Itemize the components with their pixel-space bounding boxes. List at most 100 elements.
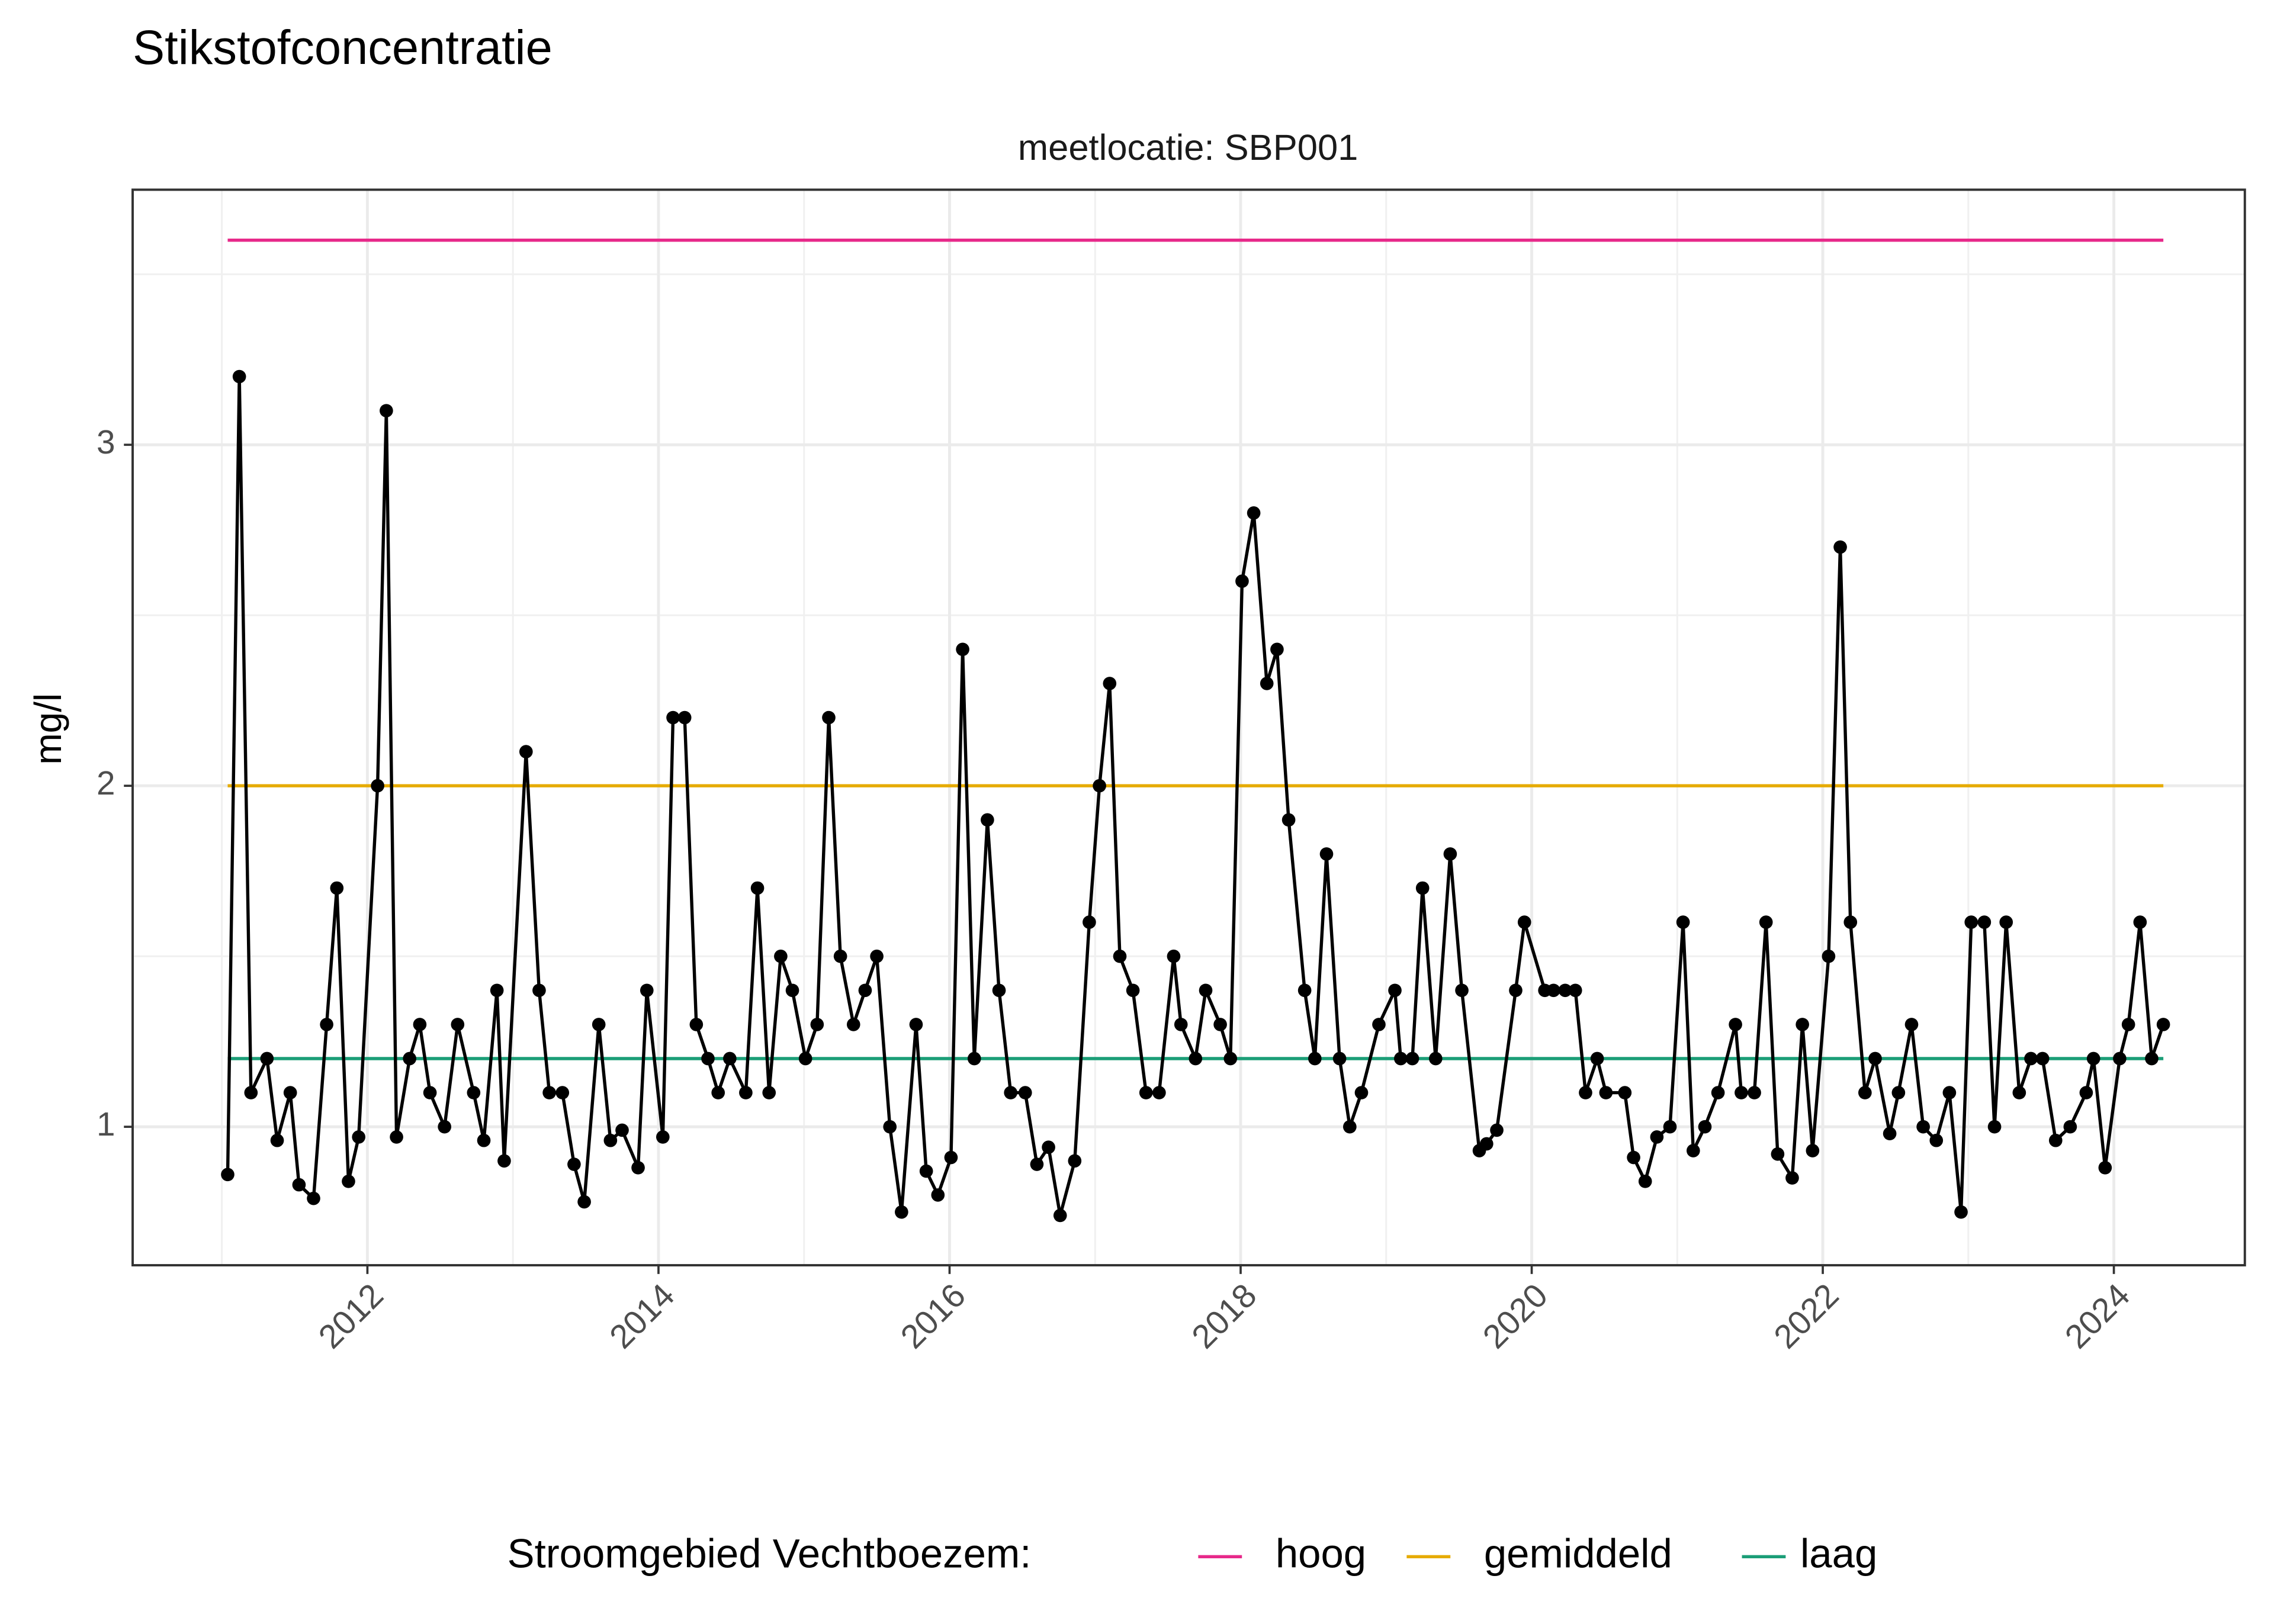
measurement-point: [1113, 949, 1127, 963]
measurement-point: [1977, 915, 1992, 929]
measurement-point: [1455, 983, 1469, 998]
measurement-point: [1199, 983, 1213, 998]
measurement-point: [1904, 1018, 1919, 1031]
measurement-point: [895, 1205, 908, 1219]
measurement-point: [1260, 677, 1274, 690]
chart-title: Stikstofconcentratie: [133, 21, 553, 75]
x-tick-label: 2014: [602, 1276, 682, 1356]
measurement-point: [1332, 1051, 1347, 1066]
x-tick-label: 2024: [2058, 1276, 2137, 1356]
measurement-point: [2048, 1133, 2063, 1147]
measurement-point: [567, 1157, 581, 1171]
legend-label: gemiddeld: [1484, 1531, 1672, 1577]
measurement-point: [1806, 1144, 1820, 1157]
measurement-point: [1139, 1086, 1153, 1099]
measurement-point: [1042, 1140, 1055, 1155]
measurement-point: [1916, 1120, 1930, 1134]
measurement-point: [1796, 1018, 1809, 1031]
measurement-line: [226, 377, 2165, 1216]
measurement-point: [1558, 983, 1572, 998]
measurement-point: [307, 1191, 320, 1205]
measurement-point: [689, 1018, 704, 1031]
measurement-point: [723, 1051, 737, 1066]
measurement-point: [1517, 915, 1531, 929]
y-tick-label: 1: [97, 1105, 115, 1143]
measurement-point: [2024, 1051, 2038, 1066]
measurement-point: [1004, 1086, 1018, 1099]
measurement-point: [221, 1168, 235, 1182]
measurement-point: [1093, 779, 1106, 793]
measurement-point: [1167, 949, 1181, 963]
measurement-point: [2012, 1086, 2026, 1099]
measurement-point: [1999, 915, 2013, 929]
x-tick-label: 2012: [311, 1276, 391, 1356]
measurement-point: [555, 1086, 570, 1099]
measurement-point: [981, 813, 994, 827]
measurement-point: [1319, 847, 1334, 861]
measurement-point: [1223, 1051, 1238, 1066]
measurement-point: [750, 881, 765, 895]
measurement-point: [1547, 983, 1560, 998]
measurement-point: [762, 1086, 776, 1099]
measurement-point: [1152, 1086, 1166, 1099]
measurement-point: [666, 710, 680, 725]
y-axis-label: mg/l: [27, 693, 69, 765]
measurement-point: [413, 1018, 427, 1031]
measurement-point: [1270, 642, 1284, 657]
measurement-point: [640, 983, 654, 998]
measurement-point: [798, 1051, 812, 1066]
measurement-point: [1748, 1086, 1761, 1099]
measurement-point: [909, 1018, 923, 1031]
measurement-point: [2113, 1051, 2127, 1066]
measurement-point: [1687, 1144, 1700, 1157]
measurement-point: [956, 642, 969, 657]
measurement-point: [810, 1018, 824, 1031]
measurement-point: [1987, 1120, 2002, 1134]
x-tick-label: 2016: [894, 1276, 973, 1356]
measurement-point: [371, 779, 384, 793]
measurement-point: [352, 1130, 365, 1144]
measurement-point: [1568, 983, 1582, 998]
measurement-point: [1388, 983, 1402, 998]
measurement-point: [1053, 1208, 1067, 1223]
measurement-point: [1868, 1051, 1882, 1066]
measurement-point: [380, 404, 393, 417]
measurement-point: [1735, 1086, 1748, 1099]
measurement-point: [2086, 1051, 2100, 1066]
measurement-point: [1833, 540, 1847, 554]
measurement-point: [1822, 949, 1836, 963]
measurement-point: [774, 949, 788, 963]
measurement-point: [477, 1133, 491, 1147]
measurement-point: [1663, 1120, 1677, 1134]
measurement-point: [1415, 881, 1430, 895]
measurement-point: [1627, 1150, 1640, 1165]
y-tick-label: 3: [97, 423, 115, 461]
measurement-point: [1599, 1086, 1613, 1099]
measurement-point: [1785, 1171, 1799, 1185]
measurement-point: [342, 1175, 355, 1188]
measurement-point: [1729, 1018, 1742, 1031]
measurement-point: [292, 1178, 306, 1192]
measurement-point: [833, 949, 847, 963]
measurement-point: [467, 1086, 481, 1099]
measurement-point: [846, 1018, 860, 1031]
measurement-point: [2098, 1160, 2112, 1175]
measurement-point: [919, 1164, 933, 1178]
measurement-point: [1759, 915, 1773, 929]
measurement-point: [1103, 677, 1117, 690]
x-tick-label: 2022: [1766, 1276, 1846, 1356]
measurement-point: [1428, 1051, 1443, 1066]
measurement-point: [1247, 506, 1261, 520]
measurement-point: [330, 881, 344, 895]
measurement-point: [1281, 813, 1296, 827]
measurement-point: [1676, 915, 1690, 929]
measurement-point: [822, 710, 836, 725]
measurement-point: [1858, 1086, 1872, 1099]
measurement-point: [1579, 1086, 1592, 1099]
measurement-point: [2133, 915, 2147, 929]
measurement-point: [701, 1051, 715, 1066]
measurement-point: [992, 983, 1006, 998]
measurement-point: [1174, 1018, 1188, 1031]
measurement-point: [1126, 983, 1140, 998]
